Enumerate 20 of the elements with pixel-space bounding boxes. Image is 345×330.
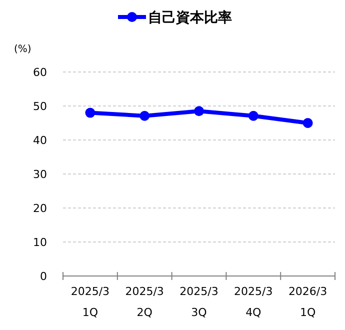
legend-label: 自己資本比率 — [148, 9, 232, 26]
legend: 自己資本比率 — [118, 10, 232, 26]
point — [248, 110, 258, 121]
x-tick-label: 2025/3 1Q — [70, 285, 110, 319]
x-tick-label: 2025/3 3Q — [180, 285, 218, 319]
x-tick-label: 2025/3 4Q — [234, 285, 273, 319]
y-tick-label: 0 — [40, 270, 47, 283]
y-tick-label: 60 — [33, 66, 47, 79]
point — [302, 118, 313, 128]
point — [85, 108, 96, 118]
x-tick-label: 2025/3 2Q — [125, 285, 164, 319]
y-tick-label: 20 — [33, 202, 47, 215]
point — [140, 110, 150, 121]
y-tick-label: 10 — [33, 236, 47, 249]
y-axis-title: (%) — [14, 44, 32, 55]
point — [194, 106, 204, 116]
y-tick-label: 40 — [33, 134, 47, 147]
y-tick-label: 50 — [33, 100, 47, 113]
y-tick-label: 30 — [33, 168, 47, 181]
x-tick-label: 2026/3 1Q — [288, 285, 328, 319]
